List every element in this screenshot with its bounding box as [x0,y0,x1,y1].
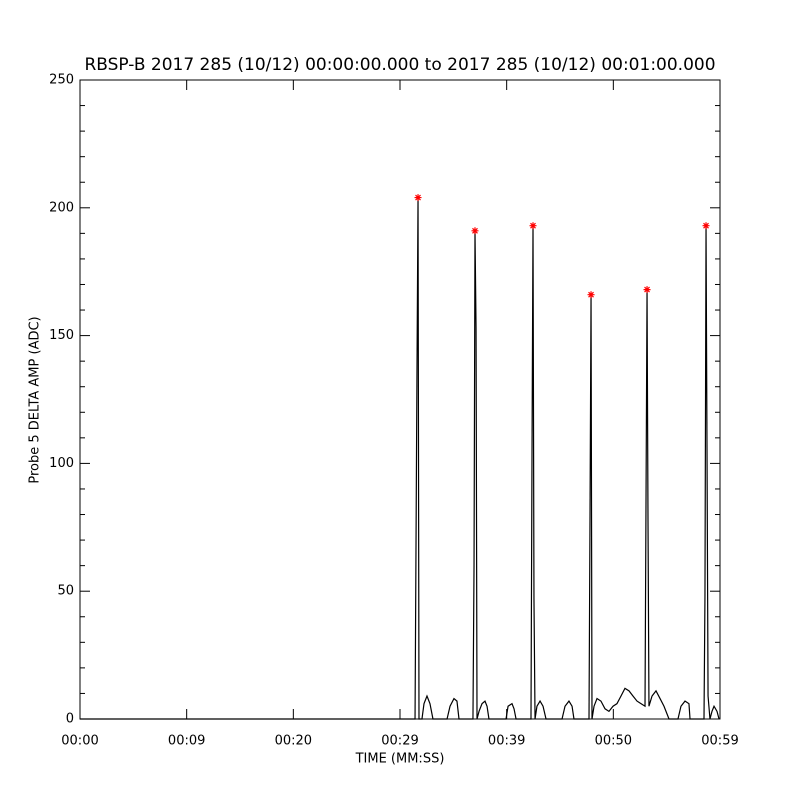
x-tick-label: 00:59 [701,734,738,749]
x-tick-label: 00:09 [168,734,205,749]
peak-marker [643,286,651,294]
x-tick-label: 00:29 [381,734,418,749]
plot-frame [79,79,721,720]
peak-marker [471,227,479,235]
x-tick-label: 00:39 [488,734,525,749]
y-tick-label: 200 [49,200,74,215]
chart-title: RBSP-B 2017 285 (10/12) 00:00:00.000 to … [84,55,715,75]
peak-marker [414,194,422,202]
y-tick-label: 250 [49,73,74,88]
x-tick-label: 00:00 [61,734,98,749]
peak-marker [587,291,595,299]
y-tick-label: 150 [49,328,74,343]
y-tick-label: 100 [49,456,74,471]
data-line [80,197,720,720]
peak-marker [702,222,710,230]
x-tick-label: 00:20 [275,734,312,749]
x-tick-label: 00:50 [595,734,632,749]
x-axis-label: TIME (MM:SS) [355,752,445,767]
y-tick-label: 0 [66,712,74,727]
y-tick-label: 50 [57,584,74,599]
peak-marker [529,222,537,230]
y-axis-label: Probe 5 DELTA AMP (ADC) [28,316,43,483]
